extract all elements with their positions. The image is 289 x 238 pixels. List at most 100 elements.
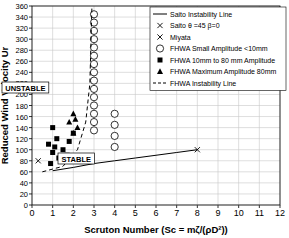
tick-label: 320 bbox=[15, 24, 28, 33]
tick-label: 4 bbox=[112, 208, 117, 218]
tick-label: 3 bbox=[91, 208, 96, 218]
data-point bbox=[72, 116, 78, 122]
data-point bbox=[111, 121, 118, 128]
tick-label: 20 bbox=[20, 190, 28, 199]
tick-label: 40 bbox=[20, 179, 28, 188]
data-point bbox=[90, 85, 97, 92]
annotation-box bbox=[2, 82, 49, 93]
series-line bbox=[53, 150, 198, 171]
tick bbox=[29, 205, 32, 206]
legend-label: Saito Instability Line bbox=[170, 11, 232, 19]
tick-label: 5 bbox=[133, 208, 138, 218]
grid-line bbox=[32, 149, 280, 150]
annotation: STABLE bbox=[62, 155, 91, 164]
data-point bbox=[90, 44, 97, 51]
legend-symbol bbox=[158, 58, 163, 63]
legend-label: FHWA Small Amplitude <10mm bbox=[170, 45, 268, 53]
legend-label: FHWA Maximum Amplitude 80mm bbox=[170, 68, 276, 76]
tick bbox=[29, 171, 32, 172]
data-point bbox=[50, 150, 55, 155]
tick-label: 140 bbox=[15, 124, 28, 133]
tick-label: 120 bbox=[15, 135, 28, 144]
legend-symbol bbox=[157, 23, 162, 28]
tick bbox=[29, 50, 32, 51]
tick-label: 240 bbox=[15, 68, 28, 77]
tick-label: 280 bbox=[15, 46, 28, 55]
legend-label: FHWA 10mm to 80 mm Amplitude bbox=[170, 57, 275, 65]
data-point bbox=[70, 111, 76, 117]
data-point bbox=[46, 142, 51, 147]
data-point bbox=[90, 52, 97, 59]
legend-symbol bbox=[153, 83, 167, 84]
tick-label: 260 bbox=[15, 57, 28, 66]
tick bbox=[29, 127, 32, 128]
legend-label: FHWA Instability Line bbox=[170, 80, 236, 88]
data-point bbox=[90, 94, 97, 101]
grid-line bbox=[32, 171, 280, 172]
tick bbox=[29, 149, 32, 150]
tick-label: 100 bbox=[15, 146, 28, 155]
data-point bbox=[90, 60, 97, 67]
data-point bbox=[195, 147, 200, 152]
data-point bbox=[71, 131, 76, 136]
tick-label: 1 bbox=[50, 208, 55, 218]
data-point bbox=[61, 147, 66, 152]
tick bbox=[29, 39, 32, 40]
data-point bbox=[90, 118, 97, 125]
tick-label: 7 bbox=[174, 208, 179, 218]
data-point bbox=[52, 144, 57, 149]
tick-label: 0 bbox=[29, 208, 34, 218]
tick-label: 80 bbox=[20, 157, 28, 166]
data-point bbox=[67, 139, 72, 144]
series-line bbox=[42, 6, 92, 172]
chart: 0123456789101112020406080100120140160180… bbox=[0, 0, 289, 238]
tick-label: 360 bbox=[15, 2, 28, 11]
data-point bbox=[48, 161, 53, 166]
data-point bbox=[90, 77, 97, 84]
grid-line bbox=[32, 193, 280, 194]
tick-label: 180 bbox=[15, 102, 28, 111]
data-point bbox=[74, 124, 80, 130]
tick-label: 340 bbox=[15, 13, 28, 22]
legend-symbol bbox=[157, 68, 163, 74]
grid-line bbox=[32, 116, 280, 117]
tick bbox=[29, 6, 32, 7]
tick bbox=[29, 105, 32, 106]
grid-line bbox=[32, 127, 280, 128]
data-point bbox=[90, 110, 97, 117]
legend-symbol bbox=[156, 45, 163, 52]
data-point bbox=[111, 132, 118, 139]
annotation-box bbox=[58, 153, 95, 164]
tick-label: 8 bbox=[195, 208, 200, 218]
tick bbox=[29, 17, 32, 18]
data-point bbox=[50, 125, 55, 130]
data-point bbox=[90, 102, 97, 109]
tick-label: 6 bbox=[153, 208, 158, 218]
tick bbox=[29, 116, 32, 117]
x-axis-title: Scruton Number (Sc = mζ/(ρD²)) bbox=[84, 224, 228, 235]
data-point bbox=[70, 130, 76, 136]
legend-label: Miyata bbox=[170, 34, 191, 42]
y-axis-title: Reduced Wind Velocity Ur bbox=[0, 46, 10, 164]
tick bbox=[29, 94, 32, 95]
grid-line bbox=[32, 105, 280, 106]
grid-line bbox=[32, 94, 280, 95]
tick-label: 9 bbox=[215, 208, 220, 218]
legend-symbol bbox=[153, 14, 167, 15]
tick bbox=[29, 72, 32, 73]
data-point bbox=[90, 127, 97, 134]
tick bbox=[29, 61, 32, 62]
tick-label: 12 bbox=[275, 208, 285, 218]
data-point bbox=[90, 69, 97, 76]
tick-label: 160 bbox=[15, 113, 28, 122]
tick-label: 2 bbox=[71, 208, 76, 218]
tick-label: 11 bbox=[255, 208, 264, 218]
tick-label: 300 bbox=[15, 35, 28, 44]
tick bbox=[29, 160, 32, 161]
data-point bbox=[66, 119, 72, 125]
tick-label: 10 bbox=[234, 208, 244, 218]
tick bbox=[29, 182, 32, 183]
tick bbox=[29, 138, 32, 139]
legend-box bbox=[150, 7, 286, 91]
tick bbox=[29, 28, 32, 29]
